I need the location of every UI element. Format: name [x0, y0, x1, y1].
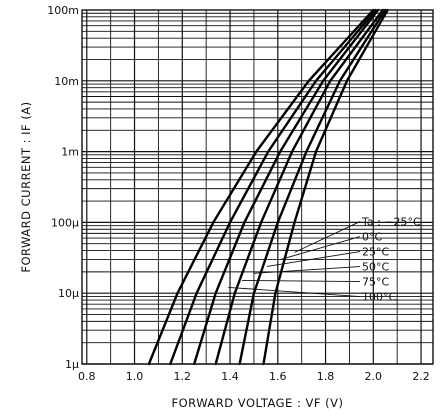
series-label: 50°C: [362, 261, 389, 274]
label-leader-line: [267, 251, 361, 267]
series-label: Ta : −25°C: [361, 216, 421, 229]
label-leaders: [228, 221, 361, 298]
y-axis-title: FORWARD CURRENT : IF (A): [19, 101, 33, 272]
x-tick-label: 2.2: [412, 370, 430, 383]
label-leader-line: [253, 266, 361, 274]
curves: [147, 8, 389, 366]
curve-labels: Ta : −25°C 0°C 25°C 50°C 75°C 100°C: [361, 216, 421, 304]
y-tick-label: 1m: [61, 146, 79, 159]
x-tick-label: 1.0: [126, 370, 144, 383]
x-tick-label: 1.4: [221, 370, 239, 383]
x-tick-label: 2.0: [365, 370, 383, 383]
series-label: 75°C: [362, 276, 389, 289]
grid: [82, 10, 433, 365]
x-tick-labels: 0.8 1.0 1.2 1.4 1.6 1.8 2.0 2.2: [78, 370, 430, 383]
label-leader-line: [280, 236, 361, 260]
label-leader-line: [228, 286, 361, 298]
y-tick-label: 100μ: [51, 216, 79, 229]
label-leader-line: [294, 221, 361, 253]
x-tick-label: 1.2: [174, 370, 192, 383]
series-label: 0°C: [362, 231, 382, 244]
series-label: 100°C: [362, 291, 396, 304]
y-tick-labels: 1μ 10μ 100μ 1m 10m 100m: [47, 4, 79, 371]
y-tick-label: 100m: [47, 4, 79, 17]
series-line: [214, 8, 385, 366]
series-line: [193, 8, 380, 366]
series-line: [262, 8, 389, 366]
series-label: 25°C: [362, 246, 389, 259]
series-line: [147, 8, 375, 366]
y-tick-label: 10m: [54, 75, 79, 88]
x-axis-title: FORWARD VOLTAGE : VF (V): [172, 396, 344, 410]
x-tick-label: 1.6: [269, 370, 287, 383]
x-tick-label: 1.8: [317, 370, 335, 383]
plot-frame: [81, 9, 434, 365]
label-leader-line: [242, 279, 361, 283]
series-line: [238, 8, 387, 366]
y-tick-label: 1μ: [65, 358, 79, 371]
x-tick-label: 0.8: [78, 370, 96, 383]
series-line: [169, 8, 377, 366]
y-tick-label: 10μ: [58, 287, 79, 300]
